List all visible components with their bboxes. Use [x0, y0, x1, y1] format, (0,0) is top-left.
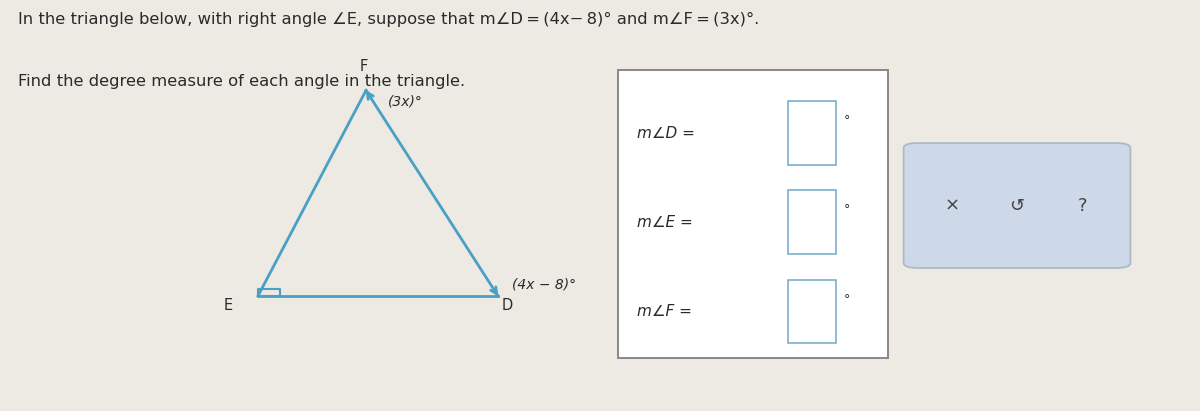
Text: Find the degree measure of each angle in the triangle.: Find the degree measure of each angle in…	[18, 74, 466, 89]
FancyBboxPatch shape	[904, 143, 1130, 268]
Text: °: °	[844, 203, 850, 217]
Text: D: D	[502, 298, 514, 313]
Text: (4x − 8)°: (4x − 8)°	[512, 278, 576, 292]
Text: m∠F =: m∠F =	[637, 304, 692, 319]
Text: In the triangle below, with right angle ∠E, suppose that m∠D = (4x− 8)° and m∠F : In the triangle below, with right angle …	[18, 12, 760, 28]
Text: E: E	[223, 298, 233, 313]
Text: m∠D =: m∠D =	[637, 126, 695, 141]
Text: m∠E =: m∠E =	[637, 215, 692, 230]
FancyBboxPatch shape	[788, 280, 836, 344]
Text: ×: ×	[944, 196, 959, 215]
FancyBboxPatch shape	[788, 102, 836, 165]
Text: F: F	[360, 59, 367, 74]
Text: ↺: ↺	[1009, 196, 1025, 215]
Text: °: °	[844, 114, 850, 127]
Text: ?: ?	[1078, 196, 1087, 215]
FancyBboxPatch shape	[788, 191, 836, 254]
Text: °: °	[844, 293, 850, 306]
Text: (3x)°: (3x)°	[388, 95, 422, 109]
FancyBboxPatch shape	[618, 70, 888, 358]
